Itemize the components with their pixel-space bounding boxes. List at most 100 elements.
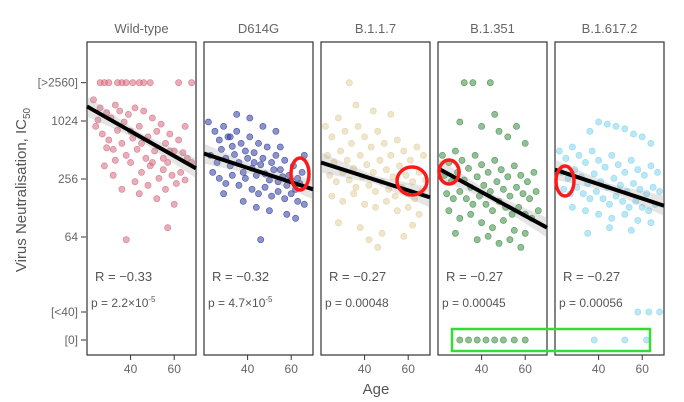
x-tick-label: 40	[124, 362, 138, 376]
data-point	[268, 159, 275, 166]
data-point	[588, 147, 596, 155]
data-point	[164, 159, 172, 166]
data-point	[246, 133, 254, 141]
data-point	[590, 170, 598, 178]
data-point	[456, 214, 464, 222]
x-tick-label: 60	[636, 362, 650, 376]
data-point	[603, 120, 611, 128]
data-point	[638, 133, 646, 141]
data-point	[473, 173, 481, 181]
p-value-base: p = 0.00045	[442, 296, 506, 310]
r-value: R = −0.27	[329, 269, 386, 284]
data-point	[575, 151, 583, 159]
data-point	[369, 168, 377, 176]
data-point	[478, 161, 485, 169]
data-point	[140, 79, 148, 87]
p-value: p = 0.00056	[559, 296, 623, 310]
data-point	[138, 168, 145, 176]
data-point	[109, 171, 117, 179]
data-point	[400, 232, 408, 240]
data-point	[332, 178, 340, 186]
data-point	[656, 308, 663, 316]
data-point	[265, 207, 273, 215]
panel-title: D614G	[238, 21, 279, 36]
data-point	[438, 151, 446, 159]
data-point	[504, 133, 512, 141]
data-point	[372, 188, 379, 195]
data-point	[393, 136, 401, 144]
red-circle-annotation	[437, 158, 461, 186]
data-point	[608, 151, 616, 159]
panel-frame	[437, 41, 548, 356]
data-point	[497, 166, 505, 174]
p-value-base: p = 0.00056	[559, 296, 623, 310]
data-point	[465, 336, 472, 344]
data-point	[510, 336, 518, 344]
p-value: p = 0.00045	[442, 296, 506, 310]
data-point	[220, 190, 227, 198]
data-point	[382, 197, 390, 205]
data-point	[593, 188, 600, 195]
trend-line	[86, 104, 197, 171]
data-point	[645, 207, 653, 215]
data-point	[372, 203, 379, 211]
data-point	[272, 151, 280, 159]
data-point	[378, 229, 386, 237]
data-point	[118, 185, 126, 193]
red-circle-annotation	[554, 164, 576, 198]
red-circle-annotation	[289, 156, 311, 192]
data-point	[116, 107, 124, 115]
data-point	[111, 101, 119, 109]
y-tick-label: 256	[58, 172, 78, 186]
data-point	[153, 195, 161, 203]
data-point	[443, 190, 451, 198]
data-point	[220, 123, 227, 130]
data-point	[124, 111, 132, 118]
data-point	[175, 136, 182, 144]
panel-title: B.1.617.2	[582, 21, 638, 36]
data-point	[486, 79, 494, 87]
data-point	[363, 161, 371, 169]
data-point	[283, 210, 291, 218]
data-point	[647, 162, 655, 170]
data-point	[356, 151, 364, 159]
data-point	[162, 139, 169, 147]
data-point	[491, 111, 499, 118]
data-point	[376, 156, 384, 164]
data-point	[118, 139, 126, 147]
data-point	[621, 125, 629, 133]
data-point	[530, 168, 538, 176]
data-point	[337, 147, 344, 155]
data-point	[510, 162, 518, 170]
data-point	[164, 224, 172, 232]
data-point	[638, 203, 646, 211]
data-point	[400, 147, 408, 155]
p-value-base: p = 0.00048	[325, 296, 389, 310]
data-point	[170, 200, 178, 208]
data-point	[179, 149, 187, 157]
data-point	[521, 229, 529, 237]
data-point	[647, 219, 655, 227]
data-point	[328, 133, 336, 141]
r-value: R = −0.27	[446, 269, 503, 284]
data-point	[261, 183, 269, 191]
p-value-base: p = 2.2×10	[91, 296, 149, 310]
data-point	[131, 104, 139, 112]
data-point	[103, 144, 110, 152]
data-point	[300, 200, 308, 208]
data-point	[482, 200, 490, 208]
x-tick-label: 40	[475, 362, 489, 376]
data-point	[217, 145, 225, 153]
data-point	[469, 200, 477, 208]
data-point	[276, 143, 284, 151]
data-point	[334, 114, 342, 122]
data-point	[396, 162, 403, 170]
data-point	[257, 161, 265, 169]
data-point	[259, 123, 267, 130]
r-value: R = −0.27	[563, 269, 620, 284]
data-point	[595, 156, 602, 164]
data-point	[506, 192, 514, 200]
data-point	[612, 192, 620, 200]
data-point	[478, 219, 485, 227]
data-point	[228, 171, 236, 179]
